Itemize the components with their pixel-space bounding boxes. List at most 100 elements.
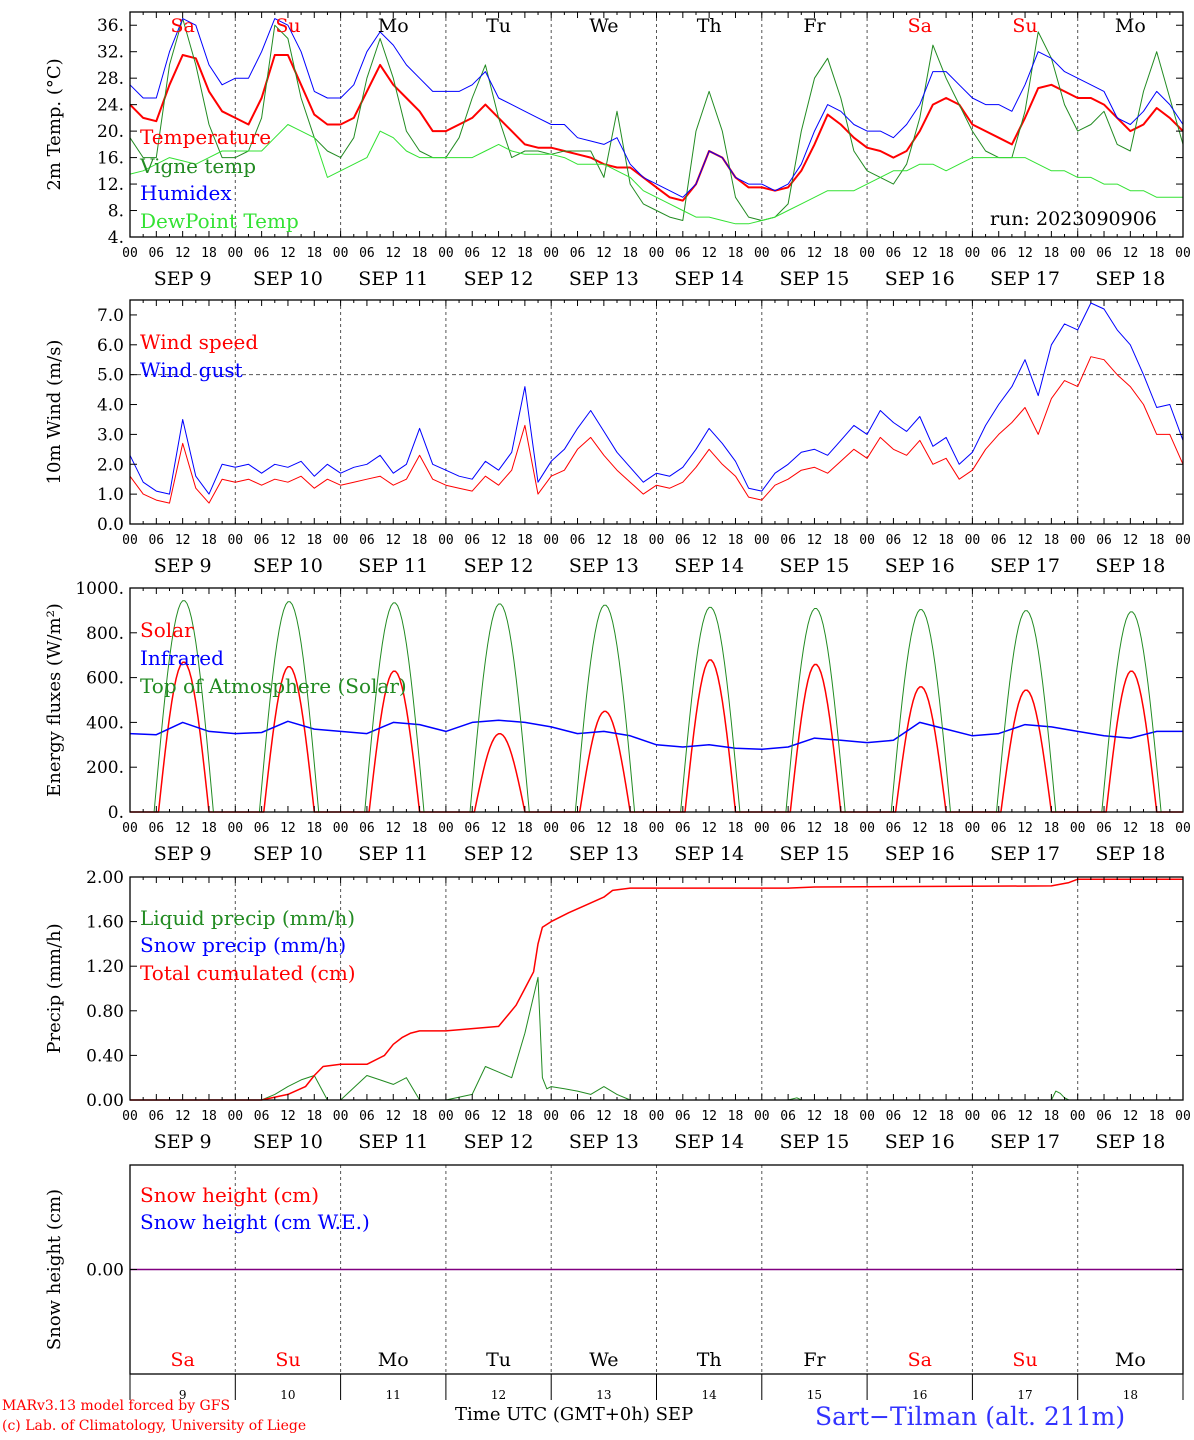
- top-weekday-label: Su: [1012, 15, 1037, 37]
- x-date-label: SEP 10: [253, 1131, 323, 1153]
- legend-entry: Wind speed: [140, 330, 258, 354]
- x-hour-label: 00: [649, 821, 665, 836]
- x-date-label: SEP 14: [674, 555, 744, 577]
- x-date-label: SEP 14: [674, 1131, 744, 1153]
- legend-entry: Wind gust: [140, 358, 243, 382]
- bottom-day-number: 16: [912, 1388, 927, 1402]
- x-hour-label: 00: [649, 533, 665, 548]
- x-hour-label: 18: [728, 1109, 744, 1124]
- y-tick-label: 200.: [86, 758, 124, 778]
- x-hour-label: 12: [596, 533, 612, 548]
- x-hour-label: 18: [833, 1109, 849, 1124]
- series-line-precip-2: [130, 878, 1183, 1101]
- bottom-weekday-label: Mo: [1115, 1349, 1146, 1371]
- x-hour-label: 00: [333, 533, 349, 548]
- x-hour-label: 06: [464, 246, 480, 261]
- bottom-day-number: 12: [491, 1388, 506, 1402]
- x-hour-label: 12: [385, 533, 401, 548]
- x-date-label: SEP 15: [780, 268, 850, 290]
- x-date-label: SEP 17: [990, 555, 1060, 577]
- x-hour-label: 00: [1175, 246, 1191, 261]
- bottom-weekday-label: Sa: [170, 1349, 194, 1371]
- x-hour-label: 12: [491, 533, 507, 548]
- x-date-label: SEP 11: [358, 268, 428, 290]
- x-hour-label: 12: [596, 821, 612, 836]
- y-tick-label: 16.: [97, 149, 124, 169]
- x-date-label: SEP 10: [253, 555, 323, 577]
- x-hour-label: 00: [1070, 533, 1086, 548]
- x-hour-label: 12: [280, 821, 296, 836]
- x-hour-label: 12: [175, 246, 191, 261]
- x-date-label: SEP 16: [885, 1131, 955, 1153]
- x-hour-label: 00: [333, 246, 349, 261]
- legend-entry: Total cumulated (cm): [140, 961, 356, 985]
- x-hour-label: 18: [1044, 821, 1060, 836]
- x-hour-label: 18: [1044, 533, 1060, 548]
- x-hour-label: 12: [491, 1109, 507, 1124]
- legend-entry: DewPoint Temp: [140, 209, 299, 233]
- x-hour-label: 12: [807, 533, 823, 548]
- y-tick-label: 4.: [108, 228, 124, 248]
- x-date-label: SEP 18: [1095, 555, 1165, 577]
- x-hour-label: 12: [280, 1109, 296, 1124]
- x-hour-label: 06: [780, 821, 796, 836]
- y-tick-label: 5.0: [97, 366, 124, 386]
- series-line-wind-0: [129, 356, 1184, 504]
- bottom-day-number: 13: [596, 1388, 611, 1402]
- x-date-label: SEP 16: [885, 555, 955, 577]
- run-label: run: 2023090906: [990, 208, 1157, 230]
- x-date-label: SEP 17: [990, 268, 1060, 290]
- x-hour-label: 00: [333, 1109, 349, 1124]
- x-hour-label: 18: [1149, 533, 1165, 548]
- x-hour-label: 00: [859, 533, 875, 548]
- top-weekday-label: We: [589, 15, 618, 37]
- x-hour-label: 18: [622, 533, 638, 548]
- y-tick-label: 28.: [97, 69, 124, 89]
- x-hour-label: 06: [780, 533, 796, 548]
- x-hour-label: 12: [1123, 246, 1139, 261]
- x-hour-label: 00: [543, 246, 559, 261]
- x-hour-label: 06: [780, 1109, 796, 1124]
- x-hour-label: 06: [254, 246, 270, 261]
- x-hour-label: 12: [912, 821, 928, 836]
- bottom-weekday-label: Su: [1012, 1349, 1037, 1371]
- time-axis-title: Time UTC (GMT+0h): [455, 1404, 656, 1425]
- panel-frame-energy: [129, 587, 1184, 813]
- top-weekday-label: Th: [697, 15, 722, 37]
- y-tick-label: 800.: [86, 624, 124, 644]
- x-hour-label: 12: [385, 821, 401, 836]
- y-tick-label: 1.60: [86, 913, 124, 933]
- x-hour-label: 06: [886, 821, 902, 836]
- x-hour-label: 00: [333, 821, 349, 836]
- y-tick-label: 7.0: [97, 306, 124, 326]
- x-hour-label: 18: [201, 246, 217, 261]
- x-hour-label: 12: [701, 821, 717, 836]
- bottom-day-number: 14: [702, 1388, 718, 1402]
- x-hour-label: 06: [570, 533, 586, 548]
- x-date-label: SEP 11: [358, 843, 428, 865]
- x-hour-label: 12: [491, 246, 507, 261]
- x-hour-label: 06: [359, 1109, 375, 1124]
- x-date-label: SEP 18: [1095, 268, 1165, 290]
- x-hour-label: 00: [754, 246, 770, 261]
- x-hour-label: 00: [543, 821, 559, 836]
- legend-entry: Temperature: [140, 125, 271, 149]
- x-hour-label: 06: [570, 246, 586, 261]
- legend-entry: Infrared: [140, 646, 224, 670]
- x-hour-label: 18: [1149, 246, 1165, 261]
- text-layer: Temperature Vigne temp Humidex DewPoint Tem…: [44, 15, 1191, 1402]
- x-hour-label: 12: [385, 1109, 401, 1124]
- x-hour-label: 06: [675, 1109, 691, 1124]
- x-hour-label: 06: [359, 821, 375, 836]
- x-hour-label: 06: [886, 246, 902, 261]
- x-hour-label: 00: [1070, 1109, 1086, 1124]
- legend-entry: Top of Atmosphere (Solar): [140, 674, 407, 698]
- x-date-label: SEP 15: [780, 1131, 850, 1153]
- x-hour-label: 06: [1096, 1109, 1112, 1124]
- bottom-day-number: 15: [807, 1388, 822, 1402]
- x-hour-label: 12: [912, 533, 928, 548]
- x-hour-label: 12: [807, 1109, 823, 1124]
- x-hour-label: 06: [1096, 821, 1112, 836]
- x-hour-label: 06: [570, 821, 586, 836]
- x-date-label: SEP 16: [885, 268, 955, 290]
